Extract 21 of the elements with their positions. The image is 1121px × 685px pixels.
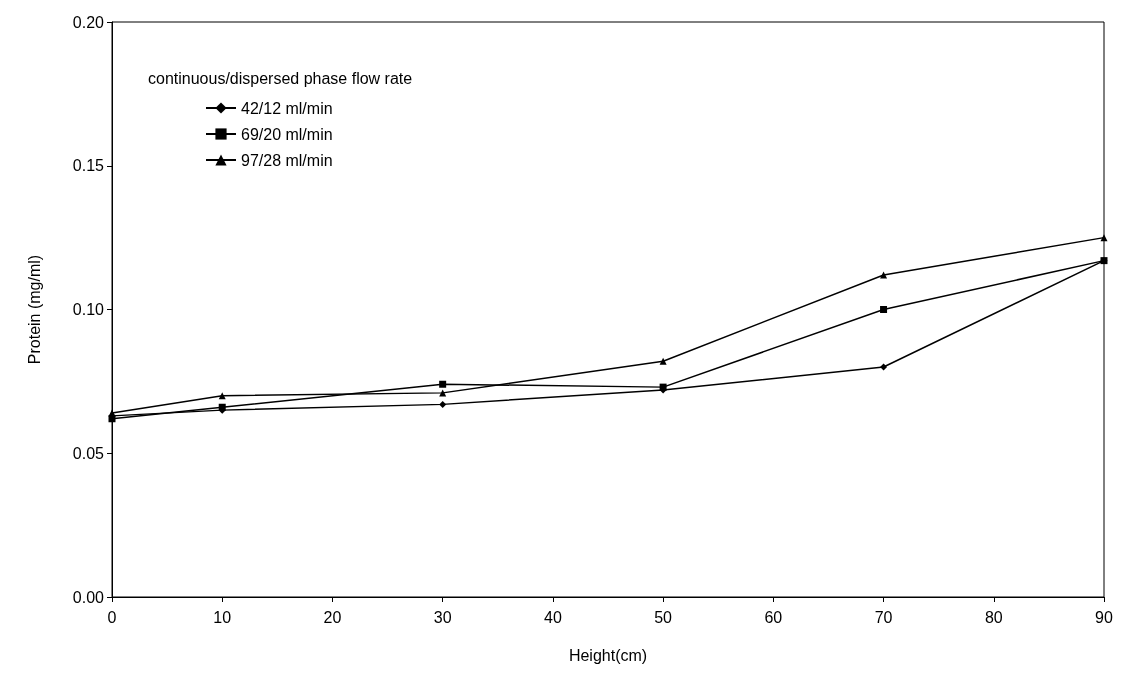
x-axis-title: Height(cm): [568, 646, 648, 664]
x-tick-label: 40: [543, 608, 562, 626]
legend-label: 97/28 ml/min: [241, 151, 333, 169]
x-tick-label: 70: [874, 608, 893, 626]
y-tick-label: 0.15: [72, 157, 105, 175]
x-tick-label: 30: [433, 608, 452, 626]
y-tick-label: 0.00: [72, 588, 105, 606]
y-tick-label: 0.20: [72, 13, 105, 31]
y-axis-title: Protein (mg/ml): [25, 254, 43, 365]
x-tick-label: 50: [654, 608, 673, 626]
legend-title: continuous/dispersed phase flow rate: [148, 69, 413, 87]
x-tick-label: 80: [984, 608, 1003, 626]
x-tick-label: 20: [323, 608, 342, 626]
y-tick-label: 0.05: [72, 444, 105, 462]
legend-label: 69/20 ml/min: [241, 125, 333, 143]
x-tick-label: 10: [213, 608, 232, 626]
x-tick-label: 60: [764, 608, 783, 626]
y-tick-label: 0.10: [72, 301, 105, 318]
legend-label: 42/12 ml/min: [241, 99, 333, 117]
x-tick-label: 90: [1095, 608, 1113, 626]
x-tick-label: 0: [107, 608, 117, 626]
